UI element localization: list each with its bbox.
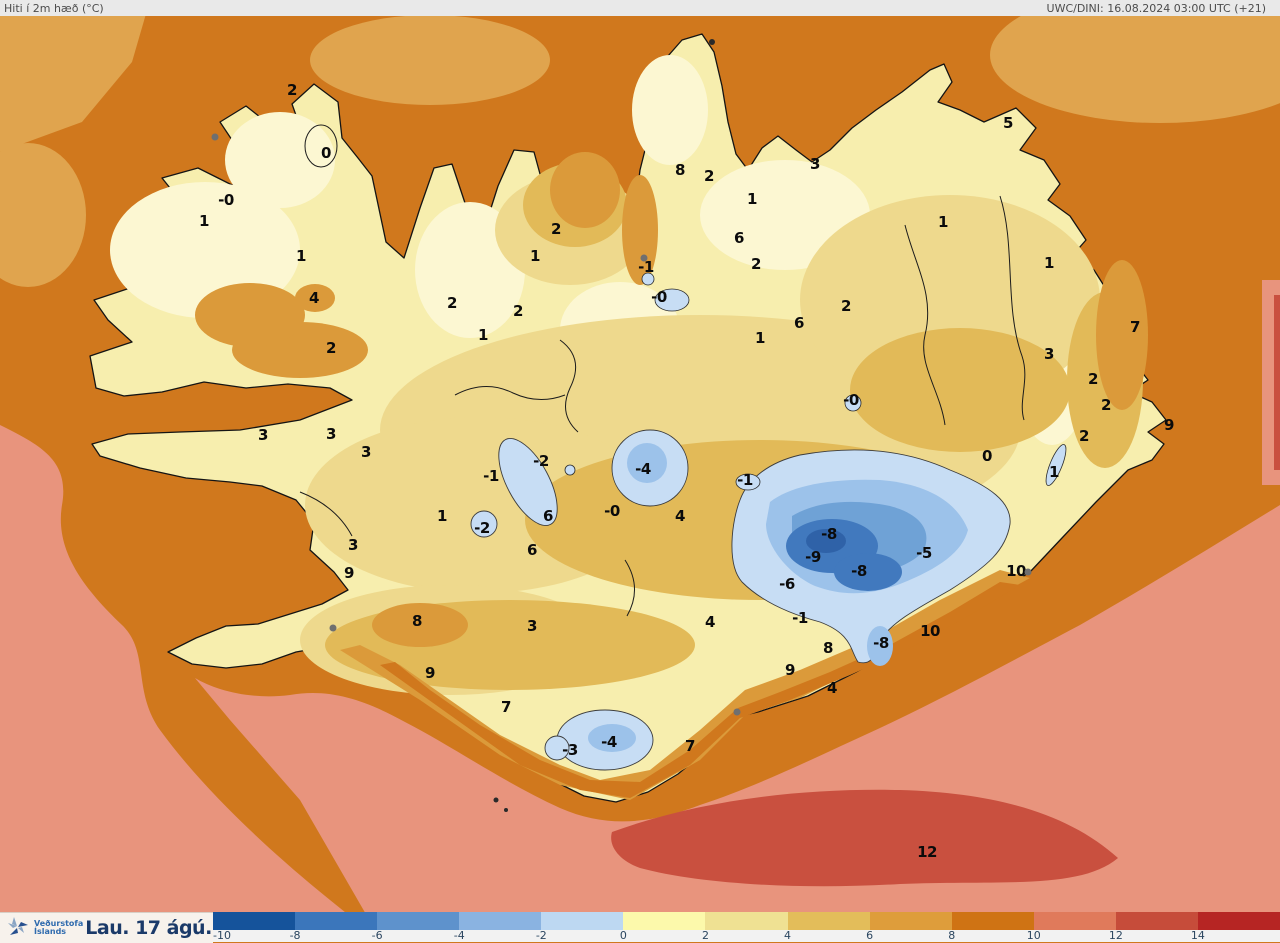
colorbar-tick-label: 10: [1026, 929, 1041, 942]
coastal-warm-band: [340, 570, 1030, 800]
colorbar-tick-label: 4: [784, 929, 792, 942]
colorbar-segment: [951, 912, 1034, 930]
colorbar-tick-label: -6: [371, 929, 383, 942]
org-name: Veðurstofa Íslands: [34, 920, 83, 936]
map-title: Hiti í 2m hæð (°C): [4, 1, 104, 15]
colorbar-segment: [1197, 912, 1280, 930]
brand-box: Veðurstofa Íslands Lau. 17 ágú. 00:00: [0, 912, 276, 943]
lake: [654, 288, 690, 312]
island-vestmannaeyjar: [504, 808, 508, 812]
lake: [735, 473, 761, 491]
contour-line: [999, 195, 1026, 421]
sea-patch: [0, 0, 150, 152]
contour-line: [559, 339, 579, 433]
contour-line: [299, 491, 353, 537]
glacier-small: [544, 735, 570, 761]
island-grimsey: [709, 39, 715, 45]
colorbar-segment: [295, 912, 378, 930]
colorbar-tick-label: 0: [619, 929, 627, 942]
colorbar-segment: [213, 912, 296, 930]
ridge: [295, 284, 335, 312]
ridge: [1096, 260, 1148, 410]
colorbar-segment: [377, 912, 460, 930]
sea-patch: [0, 143, 86, 287]
sea-patch: [990, 0, 1280, 123]
colorbar-tick-label: 14: [1190, 929, 1205, 942]
ridge: [622, 175, 658, 285]
lake: [844, 394, 862, 412]
sea-patch: [1274, 295, 1280, 470]
org-name-line2: Íslands: [34, 927, 67, 936]
colorbar-segment: [541, 912, 624, 930]
footer-bar: Veðurstofa Íslands Lau. 17 ágú. 00:00 -1…: [0, 912, 1280, 943]
colorbar-segment: [705, 912, 788, 930]
colorbar-tick-label: -8: [289, 929, 301, 942]
colorbar-tick-label: 12: [1108, 929, 1123, 942]
colorbar-tick-label: 6: [866, 929, 874, 942]
colorbar-ticks: -10 -8 -6 -4 -2 0 2 4 6 8 10 12 14: [213, 929, 1280, 942]
ridge: [195, 283, 305, 347]
sea-warm-region: [0, 425, 382, 942]
contour-line: [624, 559, 635, 617]
colorbar-segment: [869, 912, 952, 930]
lake: [641, 272, 655, 286]
lowland: [632, 55, 708, 165]
colorbar-segment: [459, 912, 542, 930]
ridge: [550, 152, 620, 228]
sea-patch: [310, 15, 550, 105]
colorbar-segment: [1115, 912, 1198, 930]
lowland: [225, 112, 335, 208]
glacier-core: [834, 553, 902, 591]
glacier-core: [588, 724, 636, 752]
island-vestmannaeyjar: [493, 797, 499, 803]
glacier-langjokull: [498, 438, 558, 526]
temperature-colorbar: -10 -8 -6 -4 -2 0 2 4 6 8 10 12 14: [213, 912, 1280, 942]
colorbar-tick-label: -4: [453, 929, 465, 942]
colorbar-tick-label: 2: [701, 929, 709, 942]
contour-line: [904, 224, 946, 426]
colorbar-tick-label: -2: [535, 929, 547, 942]
header-bar: Hiti í 2m hæð (°C) UWC/DINI: 16.08.2024 …: [0, 0, 1280, 16]
lake: [564, 464, 576, 476]
colorbar-segment: [623, 912, 706, 930]
contour-line: [454, 386, 566, 400]
glacier-tongue: [867, 626, 893, 666]
glacier-small: [470, 510, 498, 538]
sea-hot-region: [611, 789, 1118, 887]
highland: [850, 328, 1070, 452]
colorbar-segment: [787, 912, 870, 930]
contour-drangajokull: [304, 124, 338, 168]
vedurstofa-logo-icon: [8, 917, 28, 935]
ridge: [372, 603, 468, 647]
coastal-hot-band: [380, 582, 1020, 798]
colorbar-segment: [1033, 912, 1116, 930]
lake: [1045, 444, 1067, 486]
org-name-line1: Veðurstofa: [34, 919, 84, 928]
model-run-info: UWC/DINI: 16.08.2024 03:00 UTC (+21): [1046, 1, 1266, 15]
colorbar-tick-label: 8: [948, 929, 956, 942]
glacier-core: [806, 529, 846, 553]
glacier-core: [627, 443, 667, 483]
colorbar-tick-label: -10: [213, 929, 231, 942]
colorbar-swatches: [213, 912, 1280, 930]
